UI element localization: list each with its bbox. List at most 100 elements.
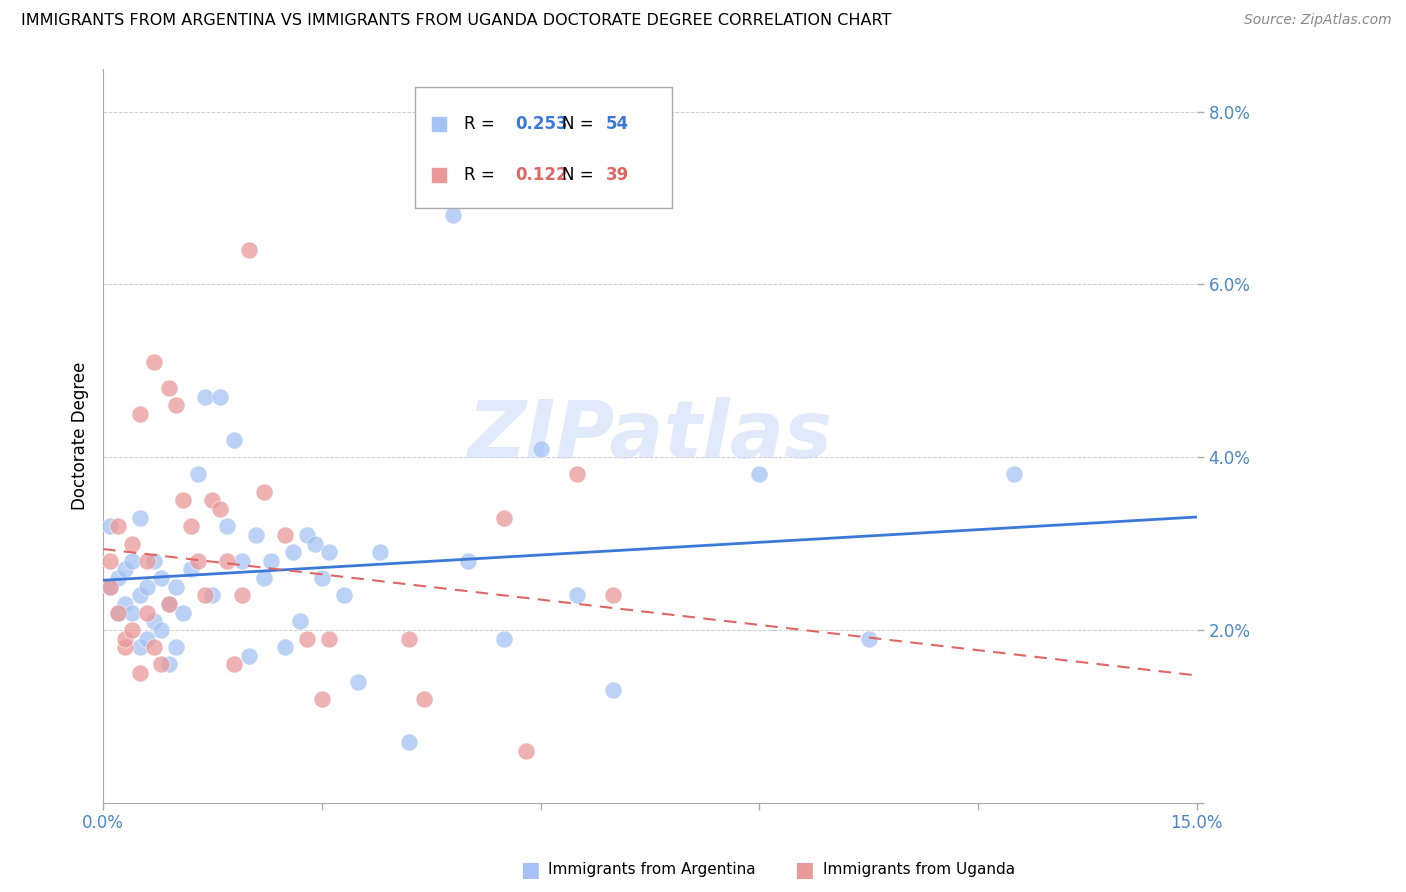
Point [114,632,136,646]
Point [157,381,180,395]
Point [457,554,479,568]
Point [318,632,340,646]
Point [238,243,260,257]
Text: R =: R = [464,114,501,133]
Point [135,580,157,594]
Point [565,467,588,482]
Point [332,588,354,602]
Point [245,528,267,542]
Point [165,580,187,594]
Point [172,493,194,508]
Point [121,606,143,620]
Text: 0.253: 0.253 [516,114,568,133]
Point [157,657,180,672]
Point [100,580,122,594]
Point [100,519,122,533]
Point [412,692,434,706]
Text: IMMIGRANTS FROM ARGENTINA VS IMMIGRANTS FROM UGANDA DOCTORATE DEGREE CORRELATION: IMMIGRANTS FROM ARGENTINA VS IMMIGRANTS … [21,13,891,29]
Point [231,554,253,568]
Text: Source: ZipAtlas.com: Source: ZipAtlas.com [1244,13,1392,28]
Point [281,545,304,559]
Point [100,580,122,594]
Point [107,519,129,533]
Point [565,588,588,602]
Point [180,562,202,576]
Point [107,606,129,620]
Point [100,554,122,568]
Point [494,632,516,646]
Text: ZIPatlas: ZIPatlas [467,397,832,475]
Text: 0.122: 0.122 [516,166,568,184]
Point [441,208,464,222]
Text: Immigrants from Argentina: Immigrants from Argentina [548,863,756,877]
Text: ■: ■ [794,860,814,880]
Point [150,571,173,585]
Point [215,554,238,568]
Point [398,632,420,646]
Point [135,554,157,568]
Point [150,623,173,637]
Point [201,493,224,508]
Point [121,554,143,568]
Point [208,502,231,516]
Point [165,640,187,654]
Text: ■: ■ [520,860,540,880]
Point [311,692,333,706]
Point [107,606,129,620]
Point [529,442,551,456]
Point [157,597,180,611]
Point [128,588,150,602]
Point [121,623,143,637]
Point [187,467,209,482]
Point [208,390,231,404]
Point [150,657,173,672]
Point [494,510,516,524]
Text: 54: 54 [606,114,630,133]
FancyBboxPatch shape [415,87,672,208]
Point [297,632,319,646]
Point [602,588,624,602]
Point [297,528,319,542]
Text: 39: 39 [606,166,630,184]
Point [398,735,420,749]
Point [143,640,166,654]
Point [515,744,537,758]
Point [128,666,150,681]
Point [304,536,326,550]
Point [180,519,202,533]
Point [252,571,274,585]
Point [368,545,391,559]
Point [128,510,150,524]
Point [194,390,217,404]
Point [311,571,333,585]
Text: Immigrants from Uganda: Immigrants from Uganda [823,863,1015,877]
Text: N =: N = [562,114,599,133]
Point [260,554,283,568]
Point [858,632,880,646]
Point [128,407,150,421]
Point [143,355,166,369]
Point [114,597,136,611]
Point [602,683,624,698]
Point [143,554,166,568]
Point [274,528,297,542]
Point [215,519,238,533]
Point [252,484,274,499]
Point [187,554,209,568]
Point [107,571,129,585]
Point [238,648,260,663]
Point [318,545,340,559]
Point [157,597,180,611]
Point [1002,467,1025,482]
Point [224,657,246,672]
Point [143,614,166,628]
Point [274,640,297,654]
Point [201,588,224,602]
Point [231,588,253,602]
Point [135,632,157,646]
Point [748,467,770,482]
Point [135,606,157,620]
Y-axis label: Doctorate Degree: Doctorate Degree [72,361,89,509]
Point [121,536,143,550]
Point [224,433,246,447]
